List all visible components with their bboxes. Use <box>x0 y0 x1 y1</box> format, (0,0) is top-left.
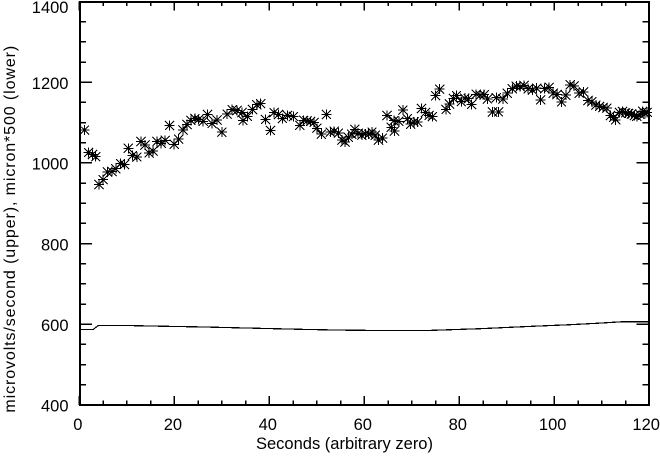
svg-text:0: 0 <box>73 416 82 434</box>
svg-text:600: 600 <box>41 317 69 335</box>
svg-text:20: 20 <box>164 416 182 434</box>
svg-text:40: 40 <box>259 416 277 434</box>
svg-text:100: 100 <box>539 416 567 434</box>
svg-text:Seconds (arbitrary zero): Seconds (arbitrary zero) <box>256 435 433 453</box>
svg-text:120: 120 <box>632 416 660 434</box>
svg-text:80: 80 <box>449 416 467 434</box>
svg-text:1200: 1200 <box>32 75 69 93</box>
svg-text:microvolts/second (upper), mic: microvolts/second (upper), micron*500 (l… <box>2 45 19 413</box>
svg-text:800: 800 <box>41 236 69 254</box>
svg-text:1400: 1400 <box>32 0 69 17</box>
svg-text:60: 60 <box>354 416 372 434</box>
svg-text:1000: 1000 <box>32 156 69 174</box>
svg-text:400: 400 <box>41 397 69 415</box>
